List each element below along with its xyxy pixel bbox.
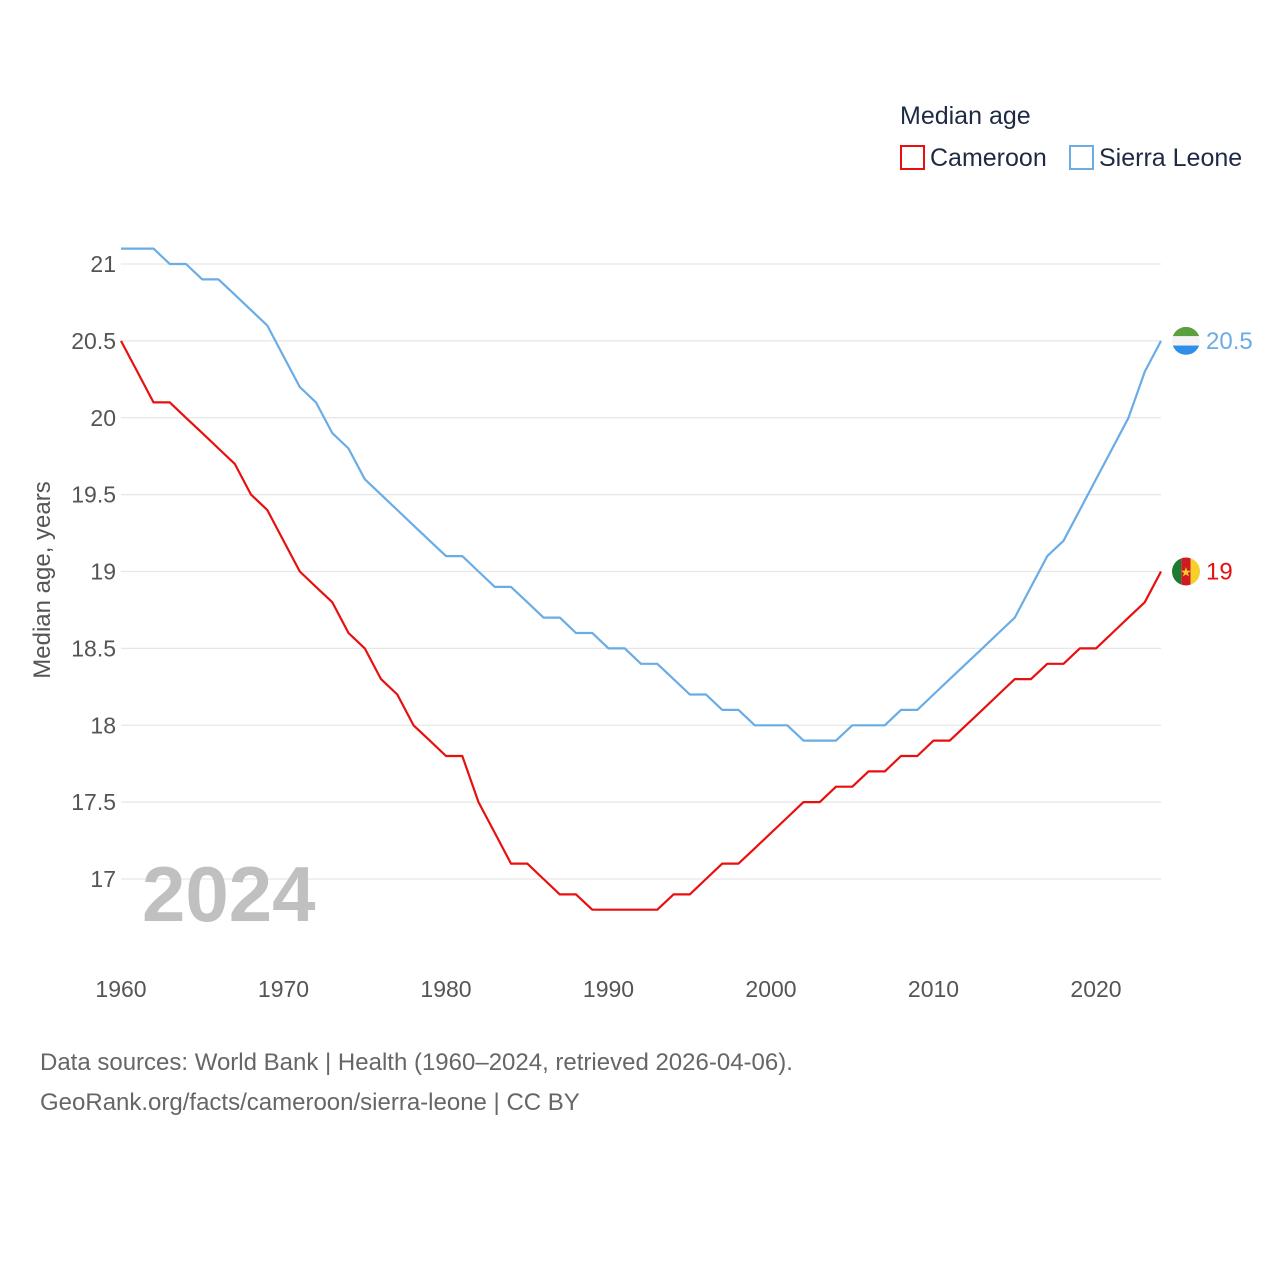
y-axis-label: Median age, years xyxy=(29,481,56,678)
x-tick-label: 1960 xyxy=(95,976,146,1002)
x-tick-label: 2010 xyxy=(908,976,959,1002)
series-lines xyxy=(120,247,1162,911)
legend-title: Median age xyxy=(900,102,1031,130)
y-tick-label: 19 xyxy=(90,559,116,585)
y-tick-label: 18.5 xyxy=(71,635,116,661)
y-tick-label: 20 xyxy=(90,405,116,431)
y-axis-ticks: 17 17.5 18 18.5 19 19.5 20 20.5 21 xyxy=(71,251,116,892)
series-line-cameroon xyxy=(120,340,1162,911)
gridlines xyxy=(121,263,1161,880)
year-overlay: 2024 xyxy=(142,850,316,938)
x-axis-ticks: 1960 1970 1980 1990 2000 2010 2020 xyxy=(95,976,1121,1002)
legend: Median age Cameroon Sierra Leone xyxy=(900,102,1242,172)
series-line-sierra-leone xyxy=(121,247,1162,742)
x-tick-label: 1970 xyxy=(258,976,309,1002)
y-tick-label: 17.5 xyxy=(71,789,116,815)
y-tick-label: 17 xyxy=(90,866,116,892)
legend-swatch-sierra-leone[interactable] xyxy=(1069,145,1094,170)
source-footer: Data sources: World Bank | Health (1960–… xyxy=(40,1043,793,1123)
x-tick-label: 2020 xyxy=(1070,976,1121,1002)
end-value-label: 19 xyxy=(1206,559,1233,586)
x-tick-label: 2000 xyxy=(745,976,796,1002)
x-tick-label: 1980 xyxy=(420,976,471,1002)
cameroon-flag-icon: ★ xyxy=(1172,557,1200,586)
y-tick-label: 19.5 xyxy=(71,482,116,508)
y-tick-label: 20.5 xyxy=(71,328,116,354)
x-tick-label: 1990 xyxy=(583,976,634,1002)
legend-label-sierra-leone[interactable]: Sierra Leone xyxy=(1099,144,1242,172)
y-tick-label: 18 xyxy=(90,712,116,738)
source-line-1: Data sources: World Bank | Health (1960–… xyxy=(40,1049,793,1076)
sierra-leone-flag-icon xyxy=(1172,326,1200,355)
source-line-2: GeoRank.org/facts/cameroon/sierra-leone … xyxy=(40,1089,580,1116)
legend-swatch-cameroon[interactable] xyxy=(900,145,925,170)
series-end-markers: ★ 19 20.5 xyxy=(1172,326,1253,586)
y-tick-label: 21 xyxy=(90,251,116,277)
legend-label-cameroon[interactable]: Cameroon xyxy=(930,144,1047,172)
end-value-label: 20.5 xyxy=(1206,328,1253,355)
svg-text:★: ★ xyxy=(1180,566,1192,581)
